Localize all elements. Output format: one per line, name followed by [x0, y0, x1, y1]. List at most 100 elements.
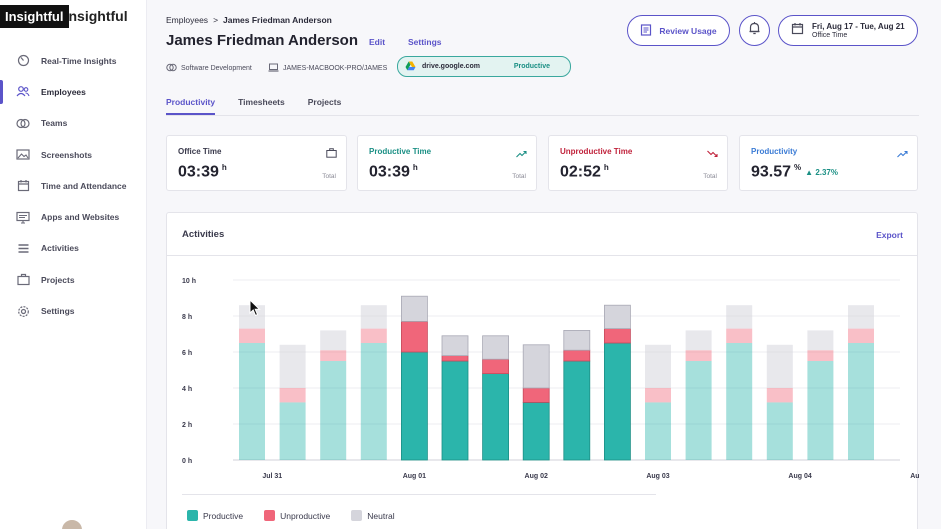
x-tick-label: Aug 01 — [403, 473, 426, 480]
y-tick-label: 8 h — [182, 314, 192, 321]
bar-segment-unproductive — [848, 328, 874, 343]
legend-label: Productive — [203, 510, 244, 521]
review-usage-label: Review Usage — [659, 25, 717, 36]
document-icon — [640, 23, 652, 38]
stat-value-wrap: 93.57 %▲ 2.37% — [751, 163, 838, 181]
bar-segment-unproductive — [239, 328, 265, 343]
date-range-picker[interactable]: Fri, Aug 17 - Tue, Aug 21 Office Time — [778, 15, 918, 46]
stat-unit: h — [221, 163, 227, 172]
teams-icon — [166, 63, 177, 74]
sidebar-item-label: Settings — [41, 306, 75, 317]
bar-segment-productive — [563, 360, 591, 461]
date-range-value: Fri, Aug 17 - Tue, Aug 21 — [812, 22, 905, 31]
bar-segment-unproductive — [685, 350, 712, 361]
laptop-icon — [268, 63, 279, 74]
stat-unit: h — [412, 163, 418, 172]
current-app-site: drive.google.com — [422, 63, 480, 70]
bar-segment-neutral — [685, 330, 712, 351]
sidebar-item-label: Real-Time Insights — [41, 55, 117, 66]
sidebar-item-employees[interactable]: Employees — [0, 76, 147, 107]
stat-unit: h — [603, 163, 609, 172]
briefcase-icon — [16, 273, 30, 287]
breadcrumb-separator: > — [213, 15, 219, 25]
sidebar-item-label: Screenshots — [41, 149, 93, 160]
bar-segment-neutral — [645, 344, 671, 388]
bar-segment-unproductive — [482, 358, 510, 374]
y-tick-label: 2 h — [182, 422, 192, 429]
legend-item-unproductive[interactable]: Unproductive — [264, 510, 330, 521]
sidebar-item-time-and-attendance[interactable]: Time and Attendance — [0, 170, 147, 201]
teams-icon — [16, 116, 30, 130]
bar-segment-productive — [603, 342, 631, 461]
bar-segment-productive — [482, 373, 510, 461]
bar-segment-neutral — [848, 305, 874, 329]
bar-segment-unproductive — [563, 349, 591, 362]
bar-segment-neutral — [482, 335, 510, 360]
sidebar-item-settings[interactable]: Settings — [0, 295, 147, 326]
bar-segment-productive — [807, 361, 834, 460]
sidebar-item-screenshots[interactable]: Screenshots — [0, 139, 147, 170]
export-button[interactable]: Export — [876, 230, 903, 240]
bar-segment-unproductive — [360, 328, 387, 343]
bar-segment-productive — [400, 351, 428, 461]
bar-segment-unproductive — [441, 355, 469, 362]
tabs-divider — [166, 115, 919, 116]
breadcrumb-current: James Friedman Anderson — [223, 15, 332, 25]
bar-segment-unproductive — [603, 328, 631, 344]
brand-logo[interactable]: Insightful nsightful — [0, 4, 128, 28]
sidebar-item-teams[interactable]: Teams — [0, 108, 147, 139]
legend-swatch — [351, 510, 363, 521]
stat-label: Office Time — [178, 147, 222, 156]
tab-productivity[interactable]: Productivity — [166, 97, 216, 115]
settings-link[interactable]: Settings — [408, 37, 442, 47]
avatar[interactable] — [60, 518, 84, 529]
legend-divider — [182, 494, 656, 495]
sidebar-item-label: Projects — [41, 274, 75, 285]
briefcase-icon — [326, 145, 337, 163]
stat-total: Total — [703, 173, 717, 180]
legend-label: Neutral — [367, 510, 395, 521]
tab-projects[interactable]: Projects — [307, 97, 342, 107]
gear-icon — [16, 304, 30, 318]
bell-icon — [748, 21, 761, 40]
legend-item-productive[interactable]: Productive — [187, 510, 243, 521]
bar-segment-neutral — [807, 330, 834, 351]
x-tick-label: Aug 02 — [525, 473, 548, 480]
employee-team: Software Development — [166, 63, 252, 74]
bar-segment-unproductive — [645, 388, 671, 403]
brand-name: nsightful — [68, 8, 128, 24]
current-app-pill[interactable]: drive.google.com Productive — [397, 56, 571, 77]
review-usage-button[interactable]: Review Usage — [627, 15, 730, 46]
bar-segment-productive — [726, 343, 753, 460]
brand-badge: Insightful — [0, 4, 69, 28]
stat-card-office-time: Office Time 03:39 h Total — [166, 135, 347, 191]
trend-up-icon — [897, 145, 908, 163]
breadcrumb-parent[interactable]: Employees — [166, 15, 209, 25]
bar-segment-productive — [279, 402, 306, 460]
stat-value-wrap: 03:39 h — [178, 163, 227, 181]
sidebar-item-projects[interactable]: Projects — [0, 264, 147, 295]
tab-timesheets[interactable]: Timesheets — [238, 97, 285, 107]
y-tick-label: 0 h — [182, 458, 192, 465]
x-tick-label: Aug 05 — [910, 473, 919, 480]
sidebar-item-activities[interactable]: Activities — [0, 233, 147, 264]
google-drive-icon — [405, 61, 416, 73]
date-range-subtitle: Office Time — [812, 32, 848, 39]
y-tick-label: 4 h — [182, 386, 192, 393]
bar-segment-neutral — [522, 344, 550, 389]
employee-computer: JAMES-MACBOOK-PRO/JAMES — [268, 63, 387, 74]
tab-bar: Productivity Timesheets Projects — [166, 97, 364, 115]
x-tick-label: Aug 04 — [788, 473, 811, 480]
legend-item-neutral[interactable]: Neutral — [351, 510, 395, 521]
stat-card-productive-time: Productive Time 03:39 h Total — [357, 135, 537, 191]
bar-segment-neutral — [400, 295, 428, 322]
sidebar-item-apps-and-websites[interactable]: Apps and Websites — [0, 201, 147, 232]
bar-segment-unproductive — [320, 350, 347, 361]
activities-panel: Activities Export 0 h 2 h 4 h 6 h 8 h 10 h Jul… — [166, 212, 919, 529]
edit-link[interactable]: Edit — [369, 37, 386, 47]
bar-segment-neutral — [603, 304, 631, 329]
sidebar-item-real-time-insights[interactable]: Real-Time Insights — [0, 45, 147, 76]
bar-segment-productive — [766, 402, 793, 460]
notifications-button[interactable] — [739, 15, 770, 46]
image-icon — [16, 148, 30, 162]
